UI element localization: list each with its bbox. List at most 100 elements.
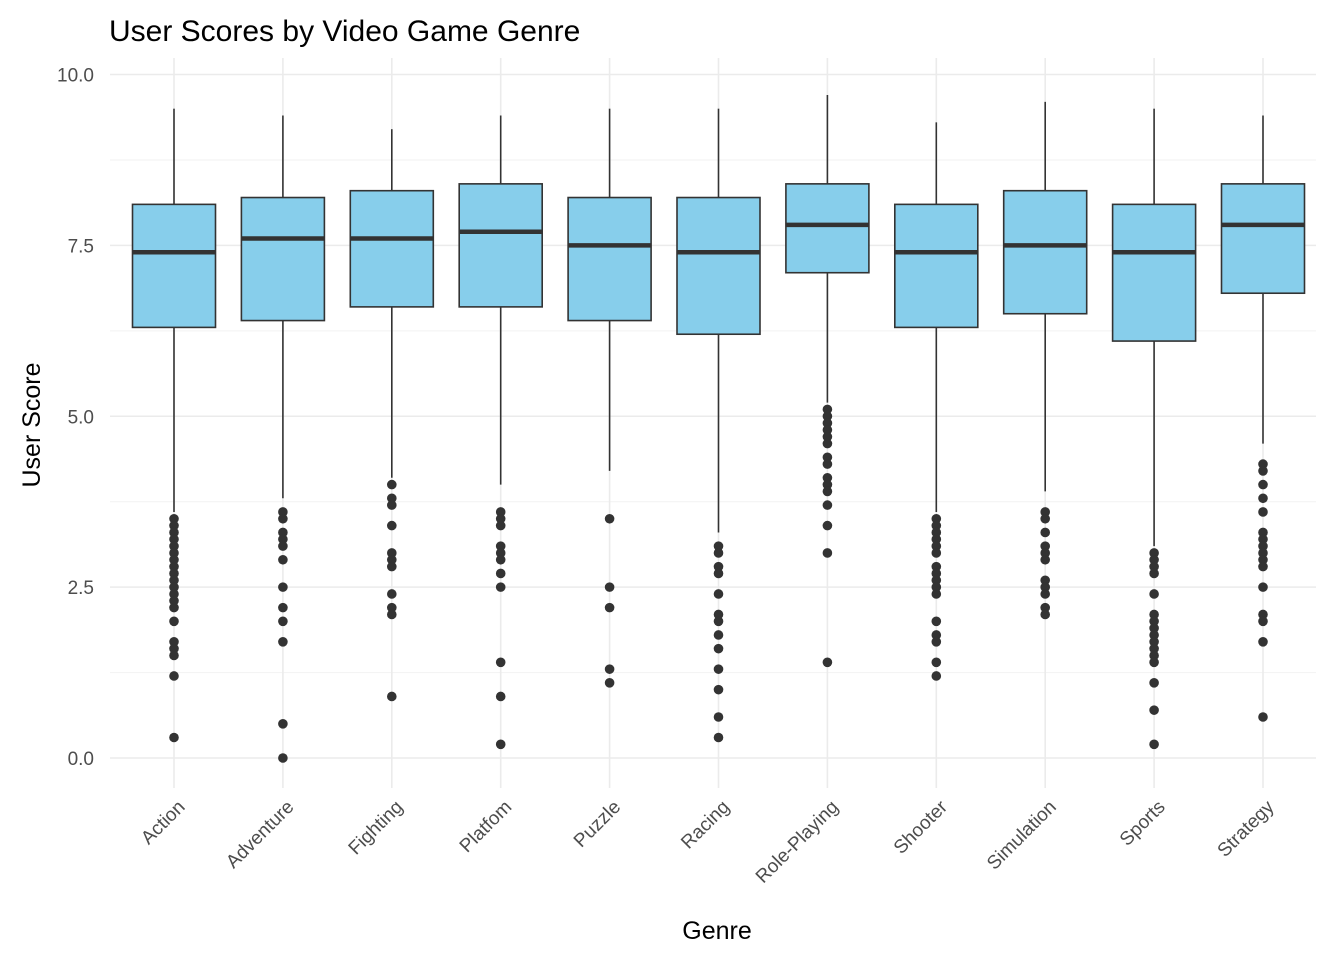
outlier-point [1149, 678, 1159, 688]
outlier-point [278, 507, 288, 517]
outlier-point [1258, 616, 1268, 627]
outlier-point [1040, 548, 1050, 558]
outlier-point [1258, 493, 1268, 504]
outlier-point [931, 582, 942, 592]
outlier-point [387, 691, 397, 702]
outlier-point [1258, 459, 1268, 469]
outlier-point [495, 657, 506, 668]
outlier-point [822, 425, 833, 435]
outlier-point [278, 541, 288, 551]
outlier-point [931, 548, 942, 558]
outlier-point [1040, 541, 1050, 551]
outlier-point [278, 534, 288, 545]
box [1111, 203, 1197, 342]
outlier-point [169, 520, 179, 531]
box [458, 183, 544, 308]
outlier-point [169, 575, 179, 586]
outlier-point [1149, 739, 1159, 750]
outlier-point [1258, 507, 1268, 517]
outlier-point [822, 411, 833, 422]
outlier-point [1040, 527, 1050, 538]
outlier-point [822, 486, 833, 497]
outlier-point [387, 609, 397, 620]
outlier-point [713, 548, 724, 558]
outlier-point [169, 595, 179, 606]
outlier-point [1149, 589, 1159, 599]
outlier-point [169, 548, 179, 558]
x-tick-label: Fighting [345, 797, 408, 860]
box-group [893, 122, 979, 681]
outlier-point [1258, 637, 1268, 647]
outlier-point [169, 541, 179, 551]
outlier-point [1149, 568, 1159, 579]
outlier-point [1149, 705, 1159, 715]
outlier-point [822, 548, 833, 558]
outlier-point [1040, 575, 1050, 586]
outlier-point [822, 472, 833, 483]
y-axis-ticks: 0.0 2.5 5.0 7.5 10.0 [57, 66, 94, 771]
outlier-point [387, 479, 397, 490]
box-group [240, 115, 326, 763]
outlier-point [1258, 479, 1268, 490]
x-tick-label: Racing [677, 797, 734, 854]
outlier-point [713, 561, 724, 572]
outlier-point [1149, 554, 1159, 565]
outlier-point [713, 664, 724, 674]
outlier-point [1149, 609, 1159, 620]
x-tick-label: Sports [1116, 797, 1170, 851]
outlier-point [1258, 554, 1268, 565]
outlier-point [713, 684, 724, 695]
x-tick-label: Puzzle [570, 797, 625, 852]
outlier-point [278, 637, 288, 647]
outlier-point [278, 527, 288, 538]
outlier-point [169, 637, 179, 647]
box [1002, 189, 1088, 315]
outlier-point [931, 541, 942, 551]
outlier-point [387, 554, 397, 565]
outlier-point [1149, 623, 1159, 633]
outlier-point [931, 575, 942, 586]
outlier-point [169, 513, 179, 524]
outlier-point [713, 541, 724, 551]
outlier-point [169, 616, 179, 627]
outlier-point [495, 520, 506, 531]
box-group [785, 95, 870, 668]
outlier-point [604, 582, 615, 592]
outlier-point [278, 582, 288, 592]
box [893, 203, 979, 329]
outlier-point [1040, 513, 1050, 524]
box-group [567, 108, 652, 688]
outlier-point [278, 719, 288, 729]
outlier-point [931, 534, 942, 545]
outlier-point [1149, 561, 1159, 572]
outlier-point [713, 589, 724, 599]
x-tick-label: Adventure [222, 797, 298, 873]
outlier-point [387, 548, 397, 558]
outlier-point [169, 561, 179, 572]
y-tick-label: 10.0 [57, 66, 94, 87]
outlier-point [822, 479, 833, 490]
outlier-point [931, 616, 942, 627]
outlier-point [604, 678, 615, 688]
box [131, 203, 217, 329]
outlier-point [169, 568, 179, 579]
chart-title: User Scores by Video Game Genre [109, 15, 580, 48]
outlier-point [169, 554, 179, 565]
outlier-point [604, 513, 615, 524]
outlier-point [822, 452, 833, 463]
y-tick-label: 7.5 [68, 236, 94, 257]
x-tick-label: Shooter [890, 796, 952, 858]
box-group [458, 115, 544, 750]
outlier-point [1258, 712, 1268, 722]
outlier-point [169, 732, 179, 743]
outlier-point [1258, 561, 1268, 572]
outlier-point [495, 513, 506, 524]
outlier-point [387, 561, 397, 572]
outlier-point [1258, 527, 1268, 538]
outlier-point [1149, 657, 1159, 668]
outlier-point [387, 602, 397, 613]
outlier-point [495, 739, 506, 750]
outlier-point [169, 589, 179, 599]
outlier-point [931, 657, 942, 668]
